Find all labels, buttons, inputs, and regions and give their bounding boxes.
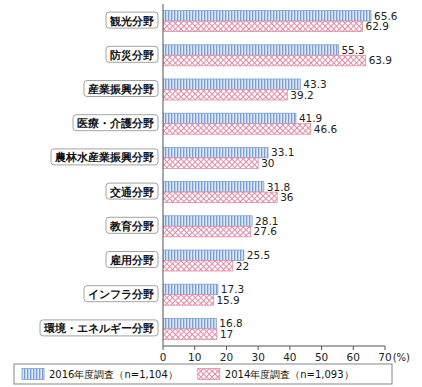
bar	[163, 113, 296, 124]
bar	[163, 21, 362, 32]
category-label: 雇用分野	[109, 254, 154, 266]
chart-svg: 65.662.9観光分野55.363.9防災分野43.339.2産業振興分野41…	[0, 0, 422, 387]
x-tick	[289, 346, 290, 350]
bar	[163, 261, 233, 272]
legend-swatch	[198, 369, 220, 380]
data-label: 30	[261, 157, 274, 169]
x-tick-label: 20	[220, 351, 233, 363]
legend-label: 2014年度調査（n=1,093）	[225, 369, 354, 380]
bar	[163, 284, 218, 295]
bar	[163, 226, 251, 237]
bar	[163, 216, 252, 227]
legend-frame	[14, 364, 392, 384]
data-label: 36	[280, 191, 294, 203]
x-tick-label: 0	[160, 351, 167, 363]
x-tick	[163, 346, 164, 350]
bar	[163, 250, 244, 261]
data-label: 15.9	[216, 294, 239, 306]
x-tick-label: 30	[251, 351, 264, 363]
legend-label: 2016年度調査（n=1,104）	[49, 369, 178, 380]
data-label: 27.6	[254, 225, 278, 237]
data-label: 63.9	[369, 54, 392, 66]
category-box	[73, 115, 158, 131]
category-label-group: 農林水産業振興分野	[51, 149, 158, 165]
bar	[163, 45, 338, 56]
bar	[163, 158, 258, 169]
x-tick-label: 60	[347, 351, 360, 363]
category-label: 農林水産業振興分野	[54, 151, 154, 163]
category-label-group: 雇用分野	[106, 252, 158, 268]
category-label-group: 教育分野	[106, 217, 158, 233]
x-tick	[353, 346, 354, 350]
x-tick-label: 10	[188, 351, 201, 363]
bars	[163, 11, 371, 340]
x-tick	[226, 346, 227, 350]
bar	[163, 11, 371, 22]
category-label-group: 交通分野	[106, 183, 158, 199]
data-label: 22	[236, 260, 249, 272]
legend: 2016年度調査（n=1,104） 2014年度調査（n=1,093）	[14, 364, 392, 384]
x-axis-label: (%)	[393, 352, 410, 363]
category-label: 交通分野	[109, 186, 154, 198]
category-box	[106, 12, 158, 28]
category-label: 医療・介護分野	[77, 117, 154, 129]
bar	[163, 192, 277, 203]
chart-root: 65.662.9観光分野55.363.9防災分野43.339.2産業振興分野41…	[0, 0, 422, 387]
bar	[163, 79, 300, 90]
bar	[163, 295, 213, 306]
category-label: 環境・エネルギー分野	[43, 322, 154, 334]
bar	[163, 90, 287, 101]
x-tick	[194, 346, 195, 350]
bar	[163, 329, 217, 340]
bar	[163, 318, 216, 329]
category-label-group: 防災分野	[106, 46, 158, 62]
category-label-group: 環境・エネルギー分野	[40, 320, 158, 336]
data-label: 62.9	[365, 20, 388, 32]
bar	[163, 55, 366, 66]
bar	[163, 124, 311, 135]
x-tick-label: 70	[378, 351, 391, 363]
category-box	[84, 286, 158, 302]
bar	[163, 147, 268, 158]
category-box	[40, 320, 158, 336]
category-label-group: 産業振興分野	[84, 81, 158, 97]
category-label-group: インフラ分野	[84, 286, 158, 302]
category-box	[106, 217, 158, 233]
y-axis-line	[163, 4, 164, 346]
data-label: 25.5	[247, 249, 270, 261]
x-tick	[385, 346, 386, 350]
data-label: 46.6	[314, 123, 338, 135]
category-box	[106, 183, 158, 199]
labels: 65.662.9観光分野55.363.9防災分野43.339.2産業振興分野41…	[40, 10, 398, 340]
x-axis-line	[163, 346, 385, 347]
x-tick-label: 50	[315, 351, 328, 363]
category-label: 教育分野	[109, 220, 154, 232]
category-box	[51, 149, 158, 165]
x-tick	[258, 346, 259, 350]
category-label: 観光分野	[109, 15, 154, 27]
category-box	[106, 252, 158, 268]
category-box	[106, 46, 158, 62]
data-label: 17	[220, 328, 233, 340]
category-label: インフラ分野	[88, 288, 154, 300]
data-label: 55.3	[341, 44, 364, 56]
category-label-group: 観光分野	[106, 12, 158, 28]
category-label: 産業振興分野	[87, 83, 154, 95]
legend-swatch	[22, 369, 44, 380]
category-box	[84, 81, 158, 97]
category-label: 防災分野	[110, 49, 154, 62]
category-label-group: 医療・介護分野	[73, 115, 158, 131]
bar	[163, 182, 264, 193]
data-label: 39.2	[290, 89, 313, 101]
x-tick	[321, 346, 322, 350]
x-tick-label: 40	[283, 351, 296, 363]
